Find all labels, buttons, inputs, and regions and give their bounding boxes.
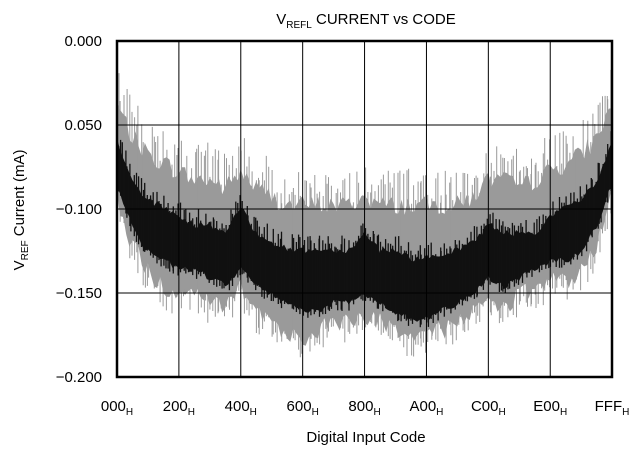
x-tick-label: 200H	[163, 398, 195, 418]
chart-title: VREFL CURRENT vs CODE	[276, 11, 455, 31]
y-axis-label: VREF Current (mA)	[11, 150, 31, 271]
y-tick-label: 0.050	[64, 117, 102, 134]
x-axis-label: Digital Input Code	[306, 429, 425, 446]
x-tick-label: A00H	[409, 398, 443, 418]
y-tick-label: −0.100	[56, 201, 102, 218]
x-tick-label: C00H	[471, 398, 506, 418]
x-tick-label: 000H	[101, 398, 133, 418]
x-tick-label: FFFH	[595, 398, 630, 418]
x-axis-ticks: 000H 200H 400H 600H 800H A00H C00H E00H FFFH	[101, 398, 630, 418]
x-tick-label: 800H	[348, 398, 380, 418]
y-axis-ticks: 0.000 0.050 −0.100 −0.150 −0.200	[56, 33, 102, 386]
y-tick-label: 0.000	[64, 33, 102, 50]
plot-frame	[115, 39, 614, 379]
grid	[116, 40, 613, 378]
x-tick-label: 400H	[225, 398, 257, 418]
y-tick-label: −0.150	[56, 285, 102, 302]
y-tick-label: −0.200	[56, 369, 102, 386]
x-tick-label: 600H	[287, 398, 319, 418]
x-tick-label: E00H	[533, 398, 567, 418]
